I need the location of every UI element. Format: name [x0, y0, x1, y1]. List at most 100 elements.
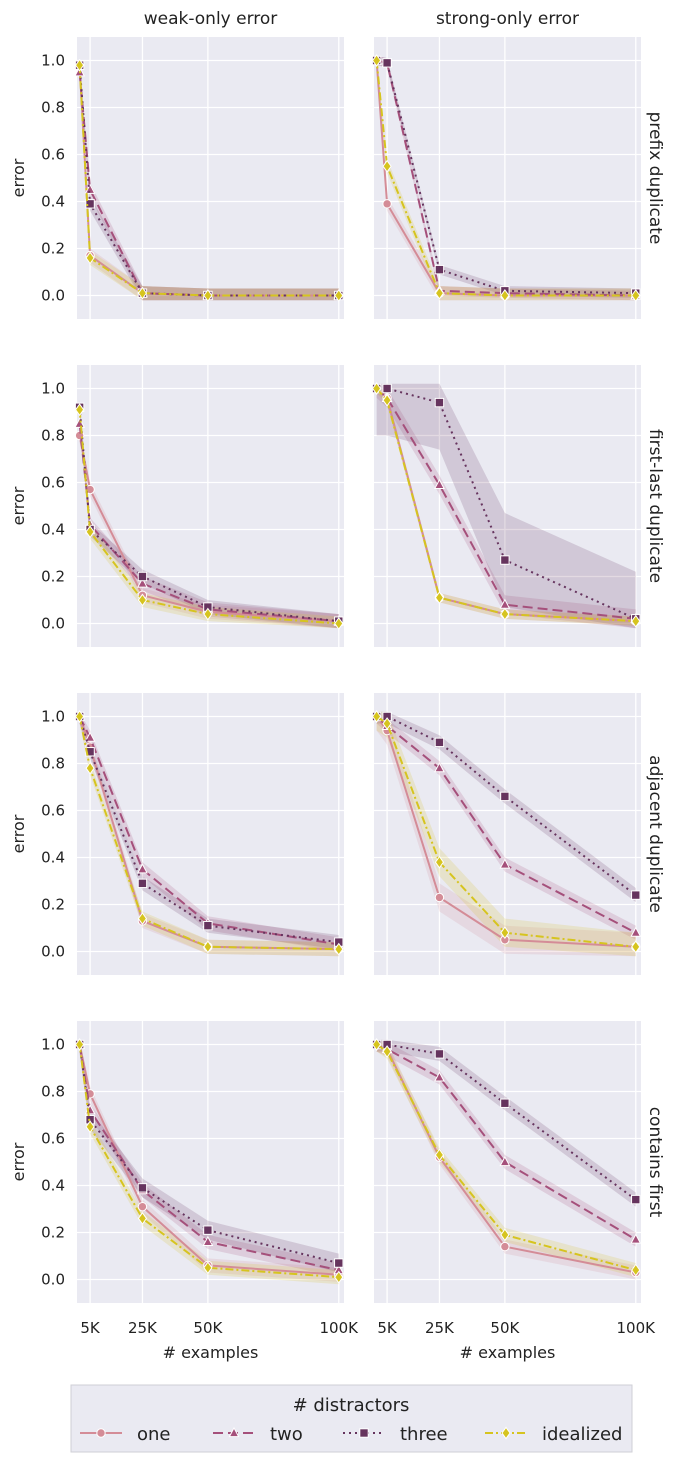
y-tick-label: 0.2: [41, 1224, 65, 1242]
legend-label-three: three: [400, 1424, 448, 1445]
x-tick-label: 100K: [320, 1319, 360, 1337]
y-tick-label: 0.0: [41, 287, 65, 305]
data-point-idealized: [500, 607, 510, 621]
data-point-idealized: [137, 1211, 148, 1225]
row-title: prefix duplicate: [645, 112, 665, 245]
y-tick-label: 0.8: [41, 755, 65, 773]
data-point-idealized: [372, 1038, 382, 1051]
y-tick-label: 0.2: [41, 896, 65, 914]
x-axis-label: # examples: [163, 1343, 259, 1362]
x-tick-label: 100K: [617, 1319, 657, 1337]
confidence-band: [79, 711, 339, 950]
data-point-two: [434, 762, 445, 773]
data-point-idealized: [75, 403, 85, 417]
x-tick-label: 25K: [128, 1319, 158, 1337]
data-point-two: [202, 1235, 214, 1246]
confidence-band: [79, 1039, 339, 1285]
data-point-two: [499, 1155, 511, 1167]
y-axis-label: error: [9, 1142, 28, 1181]
y-tick-label: 0.6: [41, 802, 65, 820]
y-tick-label: 0.0: [41, 615, 65, 633]
panel-background: [77, 365, 344, 647]
data-point-three: [137, 878, 148, 889]
data-point-idealized: [75, 58, 85, 72]
data-point-idealized: [203, 940, 213, 954]
panel-background: [374, 37, 641, 319]
y-tick-label: 0.0: [41, 943, 65, 961]
column-title: strong-only error: [436, 9, 579, 29]
y-tick-label: 0.4: [41, 193, 65, 211]
legend-marker-one: [96, 1428, 106, 1438]
y-tick-label: 0.8: [41, 427, 65, 445]
y-tick-label: 0.4: [41, 849, 65, 867]
y-tick-label: 0.0: [41, 1271, 65, 1289]
legend-marker-idealized: [501, 1426, 511, 1440]
y-axis-label: error: [9, 486, 28, 525]
data-point-idealized: [137, 912, 148, 926]
data-point-three: [203, 920, 213, 931]
y-tick-label: 0.2: [41, 568, 65, 586]
legend-label-one: one: [137, 1424, 171, 1445]
confidence-band: [376, 1039, 636, 1278]
data-point-idealized: [372, 382, 382, 395]
y-tick-label: 1.0: [41, 380, 65, 398]
legend-label-idealized: idealized: [542, 1424, 622, 1445]
data-point-idealized: [434, 591, 445, 605]
panel: [74, 1021, 345, 1303]
x-axis-label: # examples: [460, 1343, 556, 1362]
y-tick-label: 0.8: [41, 1083, 65, 1101]
data-point-idealized: [203, 1261, 213, 1275]
data-point-idealized: [500, 289, 510, 302]
row-title: contains first: [645, 1107, 665, 1218]
y-tick-label: 0.4: [41, 521, 65, 539]
data-point-two: [499, 858, 511, 869]
panel: [371, 693, 642, 975]
data-point-idealized: [85, 251, 95, 265]
data-point-idealized: [334, 617, 344, 630]
data-point-three: [334, 1258, 344, 1268]
data-point-idealized: [203, 607, 213, 621]
data-point-idealized: [85, 1120, 95, 1134]
data-point-idealized: [75, 710, 85, 723]
series-line-three: [78, 716, 339, 944]
data-point-idealized: [85, 761, 95, 775]
row-title: first-last duplicate: [645, 429, 665, 583]
data-point-idealized: [631, 614, 641, 628]
data-point-three: [85, 199, 95, 209]
y-tick-label: 1.0: [41, 52, 65, 70]
series-line-two: [78, 1044, 339, 1272]
data-point-idealized: [382, 159, 392, 173]
data-point-one: [137, 1201, 148, 1212]
data-point-idealized: [137, 286, 148, 300]
data-point-three: [434, 1049, 445, 1059]
x-tick-label: 5K: [377, 1319, 398, 1337]
x-tick-label: 25K: [425, 1319, 455, 1337]
legend-label-two: two: [270, 1424, 303, 1445]
data-point-three: [500, 791, 510, 802]
confidence-band: [376, 711, 636, 903]
legend-marker-three: [359, 1428, 369, 1438]
data-point-idealized: [382, 393, 392, 407]
legend-marker-two: [228, 1426, 240, 1438]
data-point-one: [434, 892, 445, 903]
data-point-idealized: [85, 525, 95, 539]
data-point-three: [434, 737, 445, 748]
legend-title: # distractors: [293, 1395, 410, 1416]
panel: [74, 365, 345, 647]
y-tick-label: 0.4: [41, 1177, 65, 1195]
data-point-idealized: [334, 289, 344, 302]
data-point-idealized: [372, 710, 382, 723]
data-point-idealized: [631, 940, 641, 954]
data-point-two: [630, 926, 642, 937]
data-point-three: [500, 1098, 510, 1108]
row-title: adjacent duplicate: [645, 755, 665, 913]
data-point-idealized: [631, 289, 641, 302]
data-point-idealized: [382, 717, 392, 731]
panel: [371, 365, 642, 647]
data-point-one: [500, 1241, 510, 1252]
data-point-two: [84, 183, 96, 194]
x-tick-label: 50K: [490, 1319, 520, 1337]
data-point-idealized: [500, 926, 510, 940]
